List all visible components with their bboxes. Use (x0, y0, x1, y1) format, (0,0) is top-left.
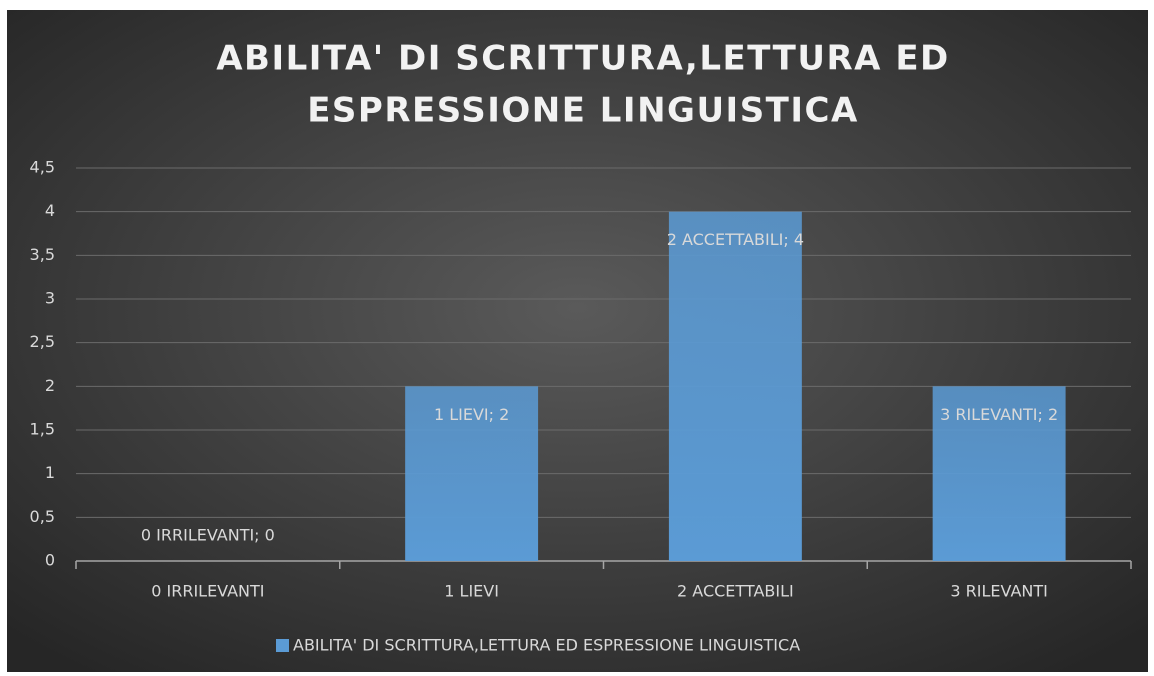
bar (405, 386, 539, 561)
y-tick-label: 0 (45, 551, 55, 570)
chart-title: ESPRESSIONE LINGUISTICA (307, 91, 859, 131)
y-tick-label: 4,5 (30, 158, 55, 177)
x-tick-label: 1 LIEVI (444, 582, 499, 601)
bar (932, 386, 1066, 561)
legend-label: ABILITA' DI SCRITTURA,LETTURA ED ESPRESS… (293, 636, 800, 655)
y-tick-label: 3 (45, 289, 55, 308)
data-label: 2 ACCETTABILI; 4 (667, 230, 804, 249)
y-tick-label: 0,5 (30, 507, 55, 526)
y-tick-label: 2 (45, 376, 55, 395)
data-label: 0 IRRILEVANTI; 0 (141, 526, 275, 545)
legend-swatch (276, 639, 289, 652)
x-tick-label: 3 RILEVANTI (950, 582, 1047, 601)
chart-title: ABILITA' DI SCRITTURA,LETTURA ED (216, 39, 950, 79)
x-tick-label: 2 ACCETTABILI (677, 582, 794, 601)
y-tick-label: 1 (45, 463, 55, 482)
data-label: 1 LIEVI; 2 (434, 405, 509, 424)
bar (668, 211, 802, 561)
y-tick-label: 4 (45, 201, 55, 220)
x-tick-label: 0 IRRILEVANTI (151, 582, 264, 601)
data-label: 3 RILEVANTI; 2 (940, 405, 1058, 424)
y-tick-label: 2,5 (30, 332, 55, 351)
y-tick-label: 3,5 (30, 245, 55, 264)
y-tick-label: 1,5 (30, 420, 55, 439)
